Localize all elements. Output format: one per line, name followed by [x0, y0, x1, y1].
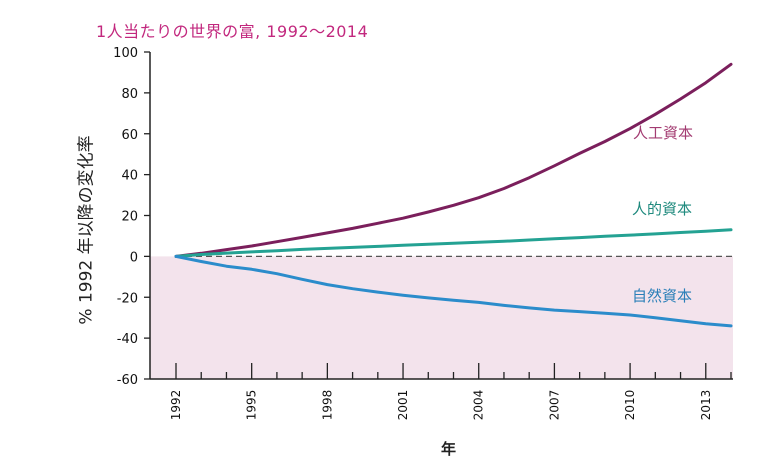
series-label-human-capital: 人的資本	[632, 200, 692, 218]
y-tick-label: 0	[130, 250, 138, 265]
y-tick-label: 60	[121, 128, 138, 143]
x-tick-label: 2001	[396, 390, 410, 421]
x-axis-label: 年	[441, 440, 457, 458]
x-tick-label: 2004	[472, 390, 486, 421]
y-tick-label: -20	[117, 291, 138, 306]
series-line-natural-capital	[174, 254, 733, 328]
series-line-manufactured-capital	[174, 62, 733, 258]
y-tick-label: 20	[121, 210, 138, 225]
chart-title: 1人当たりの世界の富, 1992～2014	[96, 22, 369, 41]
series-line-human-capital	[174, 228, 733, 258]
x-tick-label: 1998	[320, 390, 334, 421]
y-tick-label: -40	[117, 332, 138, 347]
y-tick-label: -60	[117, 373, 138, 388]
y-tick-label: 80	[121, 87, 138, 102]
y-tick-label: 100	[113, 46, 138, 61]
y-tick-label: 40	[121, 169, 138, 184]
x-tick-label: 1992	[169, 390, 183, 421]
x-tick-label: 1995	[245, 390, 259, 421]
x-tick-label: 2007	[547, 390, 561, 421]
x-tick-label: 2013	[699, 390, 713, 421]
x-tick-label: 2010	[623, 390, 637, 421]
series-label-manufactured-capital: 人工資本	[633, 124, 693, 142]
series-label-natural-capital: 自然資本	[632, 287, 692, 305]
negative-region	[150, 256, 733, 379]
